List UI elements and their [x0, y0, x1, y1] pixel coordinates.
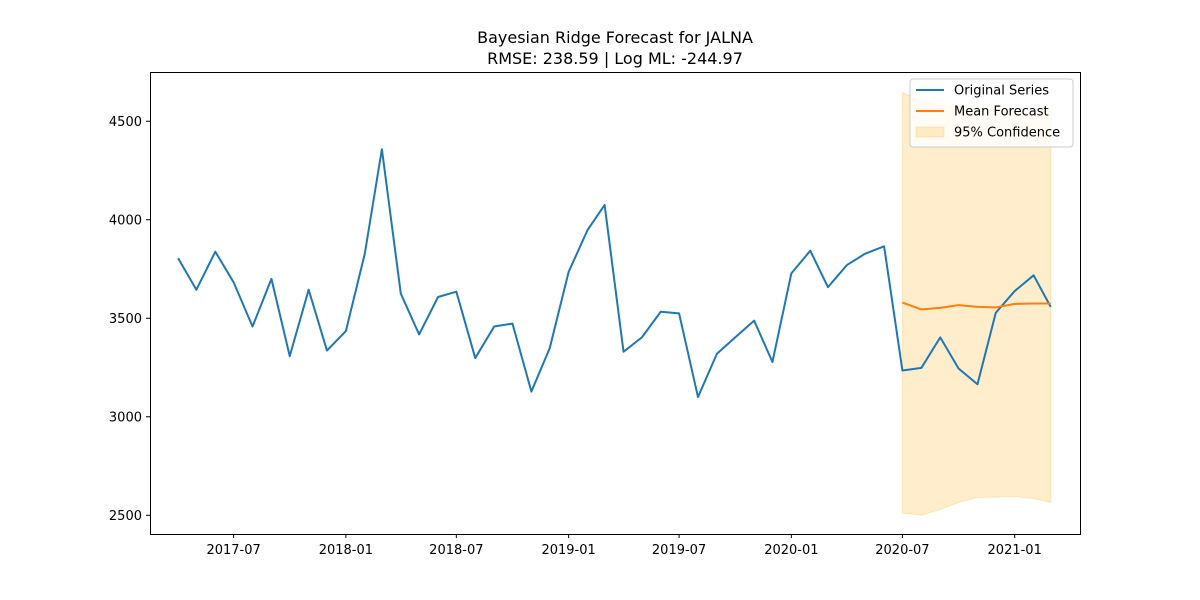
x-axis: 2017-07 2018-01 2018-07 2019-01 2019-07 2020-… — [206, 534, 1042, 558]
x-tick-label: 2020-01 — [764, 543, 818, 558]
chart-subtitle: RMSE: 238.59 | Log ML: -244.97 — [487, 49, 743, 68]
y-tick-label: 3500 — [109, 312, 142, 327]
plot-area — [177, 91, 1052, 516]
x-tick-label: 2019-07 — [652, 543, 706, 558]
axes-frame — [150, 72, 1081, 535]
legend-label-mean-forecast: Mean Forecast — [954, 105, 1049, 120]
original-series-line — [177, 148, 1052, 399]
y-axis: 2500 3000 3500 4000 4500 — [109, 115, 150, 524]
x-tick-label: 2018-07 — [429, 543, 483, 558]
legend-label-original-series: Original Series — [954, 84, 1049, 99]
legend-label-95-confidence: 95% Confidence — [954, 126, 1060, 141]
y-tick-label: 4000 — [109, 213, 142, 228]
x-tick-label: 2021-01 — [988, 543, 1042, 558]
legend-box — [909, 78, 1074, 148]
y-tick-label: 4500 — [109, 115, 142, 130]
x-tick-label: 2020-07 — [875, 543, 929, 558]
chart-title: Bayesian Ridge Forecast for JALNA — [477, 28, 753, 47]
x-tick-label: 2019-01 — [541, 543, 595, 558]
legend-swatch-95-confidence — [915, 126, 945, 138]
x-tick-label: 2017-07 — [206, 543, 260, 558]
mean-forecast-line — [902, 301, 1051, 311]
legend: Original Series Mean Forecast 95% Confiden… — [909, 78, 1074, 148]
y-tick-label: 2500 — [109, 509, 142, 524]
x-tick-label: 2018-01 — [319, 543, 373, 558]
y-tick-label: 3000 — [109, 410, 142, 425]
